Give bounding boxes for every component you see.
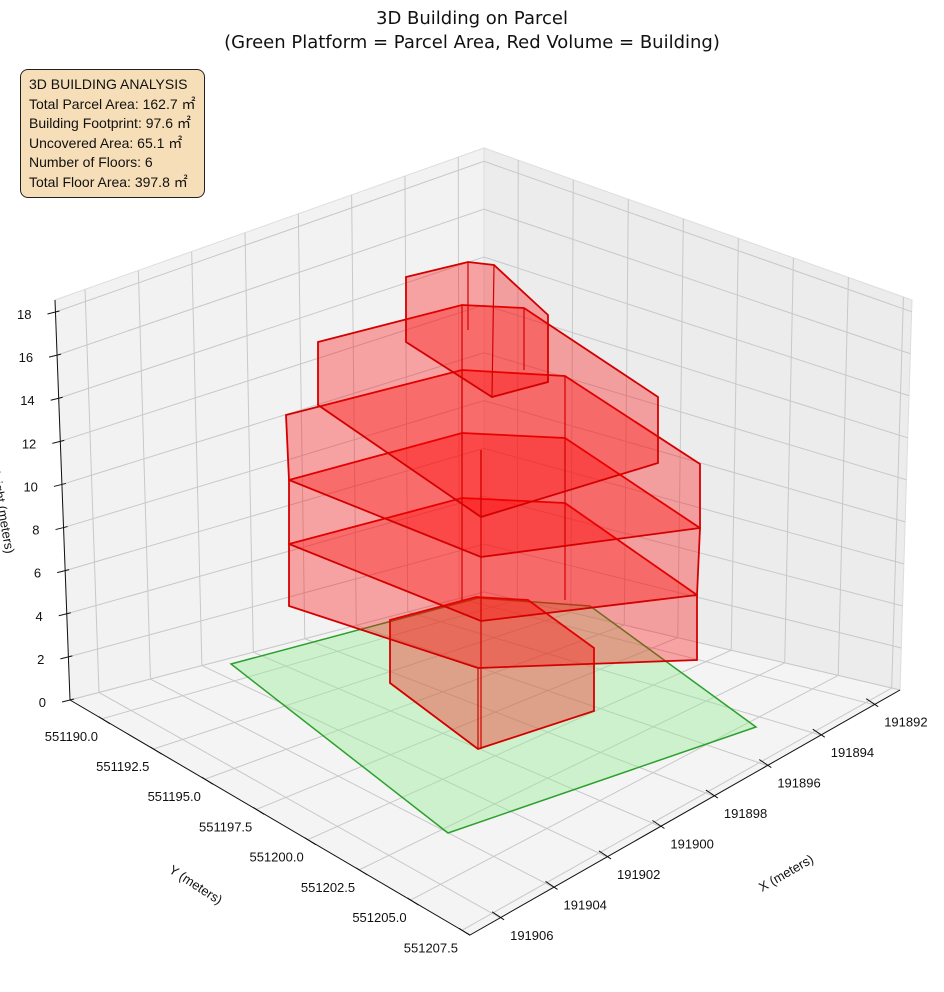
z-tick (58, 612, 71, 617)
chart-subtitle: (Green Platform = Parcel Area, Red Volum… (224, 32, 720, 53)
z-tick-label: 4 (36, 609, 43, 624)
y-tick-label: 551207.5 (404, 940, 458, 955)
info-line: Total Parcel Area: 162.7 ㎡ (29, 95, 196, 112)
y-tick-label: 551192.5 (96, 759, 149, 774)
x-axis-line (469, 689, 901, 936)
z-gridline (69, 591, 901, 701)
parcel-platform (229, 597, 758, 834)
chart-title: 3D Building on Parcel (376, 8, 568, 29)
x-gridline (137, 270, 554, 888)
z-tick-label: 8 (32, 523, 39, 538)
x-tick-label: 191892 (884, 715, 927, 730)
building-floor-volume (285, 369, 701, 558)
z-gridline (65, 447, 905, 572)
z-tick (52, 439, 65, 444)
z-gridline (63, 400, 906, 529)
z-tick-label: 14 (20, 393, 34, 408)
x-tick (491, 911, 505, 921)
z-gridline (61, 352, 907, 485)
x-tick (759, 759, 772, 769)
x-tick-label: 191898 (724, 806, 767, 821)
x-gridline (351, 194, 768, 767)
z-tick (53, 482, 67, 487)
x-gridline (244, 232, 661, 827)
z-tick (57, 569, 70, 574)
y-gridline (461, 296, 904, 931)
x-tick-label: 191896 (777, 776, 820, 791)
info-line: Uncovered Area: 65.1 ㎡ (29, 134, 183, 151)
building-floor-volume (288, 432, 701, 622)
z-gridline (60, 304, 908, 442)
building-floor-volume (288, 497, 698, 669)
y-gridline (204, 199, 629, 780)
x-tick-label: 191894 (831, 745, 874, 760)
y-tick-label: 551197.5 (199, 819, 252, 834)
y-tick-label: 551195.0 (148, 789, 201, 804)
z-tick (61, 698, 75, 703)
y-axis-label: Y (meters) (166, 862, 225, 907)
x-gridline (297, 213, 715, 797)
x-tick-label: 191904 (564, 897, 607, 912)
x-gridline (84, 289, 501, 919)
y-tick-label: 551202.5 (301, 880, 355, 895)
y-gridline (153, 179, 574, 750)
info-box: 3D BUILDING ANALYSIS Total Parcel Area: … (20, 69, 205, 198)
x-gridline (457, 157, 875, 706)
x-gridline (191, 251, 608, 858)
z-gridline (68, 543, 902, 658)
z-axis-line (54, 299, 71, 701)
x-axis-label: X (meters) (756, 851, 816, 894)
y-gridline (307, 238, 739, 841)
z-tick-label: 16 (19, 350, 33, 365)
z-tick-label: 18 (17, 307, 31, 322)
building-floor-volume (389, 596, 595, 751)
z-gridline (58, 256, 910, 399)
y-axis-line (69, 699, 471, 936)
z-tick-label: 6 (34, 566, 41, 581)
x-tick (652, 820, 665, 829)
z-tick (48, 353, 62, 358)
z-tick-label: 2 (37, 652, 44, 667)
z-gridline (66, 495, 903, 615)
z-tick (50, 396, 63, 401)
info-line: Total Floor Area: 397.8 ㎡ (29, 173, 188, 190)
x-tick (812, 728, 826, 738)
z-tick-label: 12 (22, 436, 36, 451)
y-gridline (358, 257, 794, 871)
x-tick (545, 880, 558, 890)
x-tick (865, 698, 879, 708)
x-tick-label: 191906 (510, 928, 553, 943)
z-axis-label: Height (meters) (0, 464, 18, 555)
building-edge (491, 264, 495, 398)
z-tick (55, 526, 68, 531)
z-gridline (55, 160, 912, 313)
y-gridline (256, 218, 684, 810)
z-gridline (56, 208, 911, 356)
z-tick-label: 10 (23, 479, 37, 494)
building-floor-volume (405, 261, 549, 398)
z-tick (47, 310, 60, 315)
y-tick-label: 551205.0 (352, 910, 406, 925)
info-heading: 3D BUILDING ANALYSIS (29, 76, 188, 92)
y-tick-label: 551200.0 (249, 850, 303, 865)
z-tick (60, 655, 73, 660)
x-tick (705, 789, 719, 799)
y-tick-label: 551190.0 (45, 729, 98, 744)
x-tick (598, 850, 612, 860)
building-floor-volume (317, 304, 659, 518)
x-tick-label: 191902 (617, 867, 660, 882)
info-line: Building Footprint: 97.6 ㎡ (29, 115, 191, 131)
y-gridline (410, 277, 849, 901)
info-line: Number of Floors: 6 (29, 154, 153, 170)
z-tick-label: 0 (39, 695, 46, 710)
x-tick-label: 191900 (670, 837, 713, 852)
